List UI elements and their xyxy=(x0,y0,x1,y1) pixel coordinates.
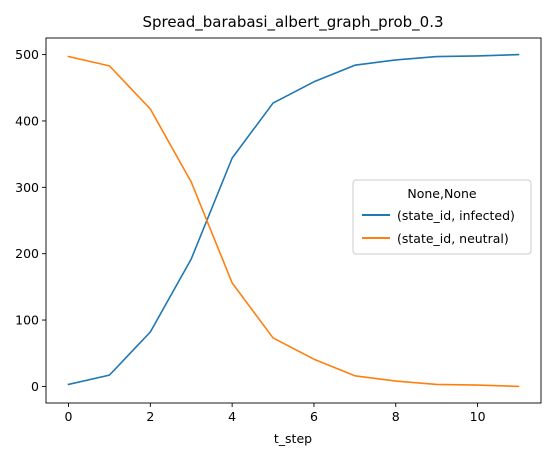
legend-label-neutral: (state_id, neutral) xyxy=(397,231,509,246)
axes-frame xyxy=(45,37,542,404)
x-tick-label: 8 xyxy=(392,409,400,424)
legend: None,None (state_id, infected) (state_id… xyxy=(352,179,532,255)
x-tick-label: 2 xyxy=(146,409,154,424)
y-tick-label: 500 xyxy=(15,47,39,62)
x-tick-label: 6 xyxy=(310,409,318,424)
legend-label-infected: (state_id, infected) xyxy=(397,208,515,223)
x-tick-label: 10 xyxy=(470,409,486,424)
legend-title: None,None xyxy=(407,186,477,201)
series-line-state-id-infected xyxy=(67,53,520,386)
series-line-state-id-neutral xyxy=(67,55,520,388)
y-tick-label: 300 xyxy=(15,180,39,195)
y-tick-label: 200 xyxy=(15,246,39,261)
y-tick-label: 0 xyxy=(31,379,39,394)
x-tick-label: 0 xyxy=(65,409,73,424)
x-tick-label: 4 xyxy=(228,409,236,424)
plot-area xyxy=(67,53,520,388)
y-tick-label: 400 xyxy=(15,113,39,128)
y-tick-label: 100 xyxy=(15,313,39,328)
chart-title: Spread_barabasi_albert_graph_prob_0.3 xyxy=(142,13,443,32)
x-axis-label: t_step xyxy=(274,431,312,446)
legend-frame xyxy=(352,179,532,255)
